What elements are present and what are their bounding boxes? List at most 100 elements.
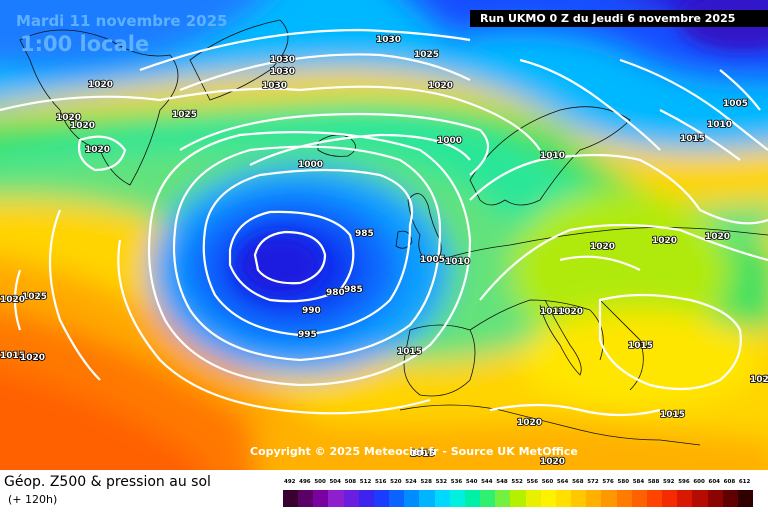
scale-tick-label: 588 [647,479,660,485]
isobar-label: 1020 [85,145,110,155]
scale-swatch [283,490,299,507]
scale-tick-label: 540 [465,479,478,485]
scale-tick-label: 536 [450,479,463,485]
isobar-label: 1020 [558,307,583,317]
isobar-labels: 1030103010301030102510251025102010201020… [0,34,768,468]
forecast-date: Mardi 11 novembre 2025 [16,12,228,30]
isobar-label: 1025 [414,50,439,60]
scale-tick-label: 528 [420,479,432,485]
copyright-notice: Copyright © 2025 Meteociel.fr - Source U… [250,445,578,458]
scale-tick-label: 600 [693,479,705,485]
scale-swatch [404,490,420,507]
scale-tick-label: 520 [390,479,402,485]
isobar-label: 1020 [56,113,81,123]
scale-tick-label: 500 [314,479,326,485]
scale-swatch [510,490,527,507]
scale-tick-label: 532 [435,479,448,485]
scale-swatch [328,490,345,507]
scale-tick-label: 604 [708,479,720,485]
isobar-label: 1020 [20,353,45,363]
scale-swatch [358,490,375,507]
isobar-label: 1015 [680,134,705,144]
isobar-label: 1005 [420,255,445,265]
scale-swatch [434,490,451,507]
scale-swatch [571,490,587,507]
scale-tick-label: 524 [405,479,417,485]
scale-tick-label: 556 [526,479,539,485]
scale-tick-label: 496 [299,479,311,485]
scale-swatch [737,490,754,507]
legend-subtitle: (+ 120h) [8,493,58,506]
isobar-label: 1020 [20,353,45,363]
coastlines [19,19,768,446]
isobar-label: 1020 [705,232,730,242]
model-run-label: Run UKMO 0 Z du Jeudi 6 novembre 2025 [470,10,768,27]
scale-swatch [662,490,678,507]
isobar-label: 1030 [270,67,295,77]
scale-tick-label: 552 [511,479,523,485]
scale-swatch [464,490,481,507]
scale-tick-label: 492 [284,479,296,485]
scale-tick-label: 516 [374,479,387,485]
isobar-label: 1015 [628,341,653,351]
scale-tick-label: 548 [496,479,508,485]
scale-swatch [677,490,693,507]
scale-tick-label: 596 [678,479,690,485]
scale-tick-label: 612 [738,479,751,485]
isobar-label: 995 [298,330,317,340]
forecast-local-time: 1:00 locale [20,32,150,56]
scale-tick-label: 512 [359,479,372,485]
color-scale-bar [283,490,754,507]
isobar-label: 1000 [437,136,462,146]
scale-swatch [616,490,633,507]
weather-map: 1030103010301030102510251025102010201020… [0,0,768,470]
isobar-label: 1030 [270,55,295,65]
scale-swatch [722,490,739,507]
scale-tick-label: 572 [587,479,599,485]
scale-tick-label: 560 [541,479,554,485]
scale-swatch [298,490,314,507]
isobar-label: 980 [326,288,345,298]
scale-tick-label: 564 [556,479,569,485]
isobar-label: 1020 [540,457,565,467]
isobar-label: 1030 [262,81,287,91]
isobar-label: 1015 [397,347,422,357]
scale-swatch [480,490,496,507]
scale-swatch [692,490,708,507]
scale-swatch [313,490,329,507]
isobar-label: 990 [302,306,321,316]
scale-tick-label: 544 [481,479,493,485]
isobar-label: 985 [344,285,363,295]
scale-swatch [646,490,663,507]
isobar-label: 1010 [540,307,565,317]
isobar-label: 1010 [707,120,732,130]
scale-tick-label: 504 [329,479,341,485]
color-scale-labels: 492 496 500 504 508 512 516 520 524 528 532 536 540 5… [283,479,753,489]
scale-swatch [525,490,542,507]
isobar-label: 1010 [445,257,470,267]
geopotential-field [0,0,768,470]
scale-tick-label: 608 [723,479,736,485]
scale-swatch [707,490,724,507]
scale-swatch [586,490,602,507]
isobar-label: 1020 [652,236,677,246]
scale-tick-label: 584 [632,479,645,485]
scale-tick-label: 580 [617,479,630,485]
isobar-label: 1005 [723,99,748,109]
isobar-label: 1030 [376,35,401,45]
isobar-label: 1020 [750,375,768,385]
isobar-label: 985 [355,229,374,239]
isobar-label: 1020 [590,242,615,252]
scale-tick-label: 592 [663,479,675,485]
isobar-label: 1015 [410,449,435,459]
scale-swatch [631,490,648,507]
isobar-label: 1010 [540,151,565,161]
scale-swatch [495,490,511,507]
scale-swatch [373,490,390,507]
scale-swatch [601,490,618,507]
isobar-label: 1020 [428,81,453,91]
scale-swatch [449,490,466,507]
isobar-label: 1015 [660,410,685,420]
isobar-label: 1025 [172,110,197,120]
